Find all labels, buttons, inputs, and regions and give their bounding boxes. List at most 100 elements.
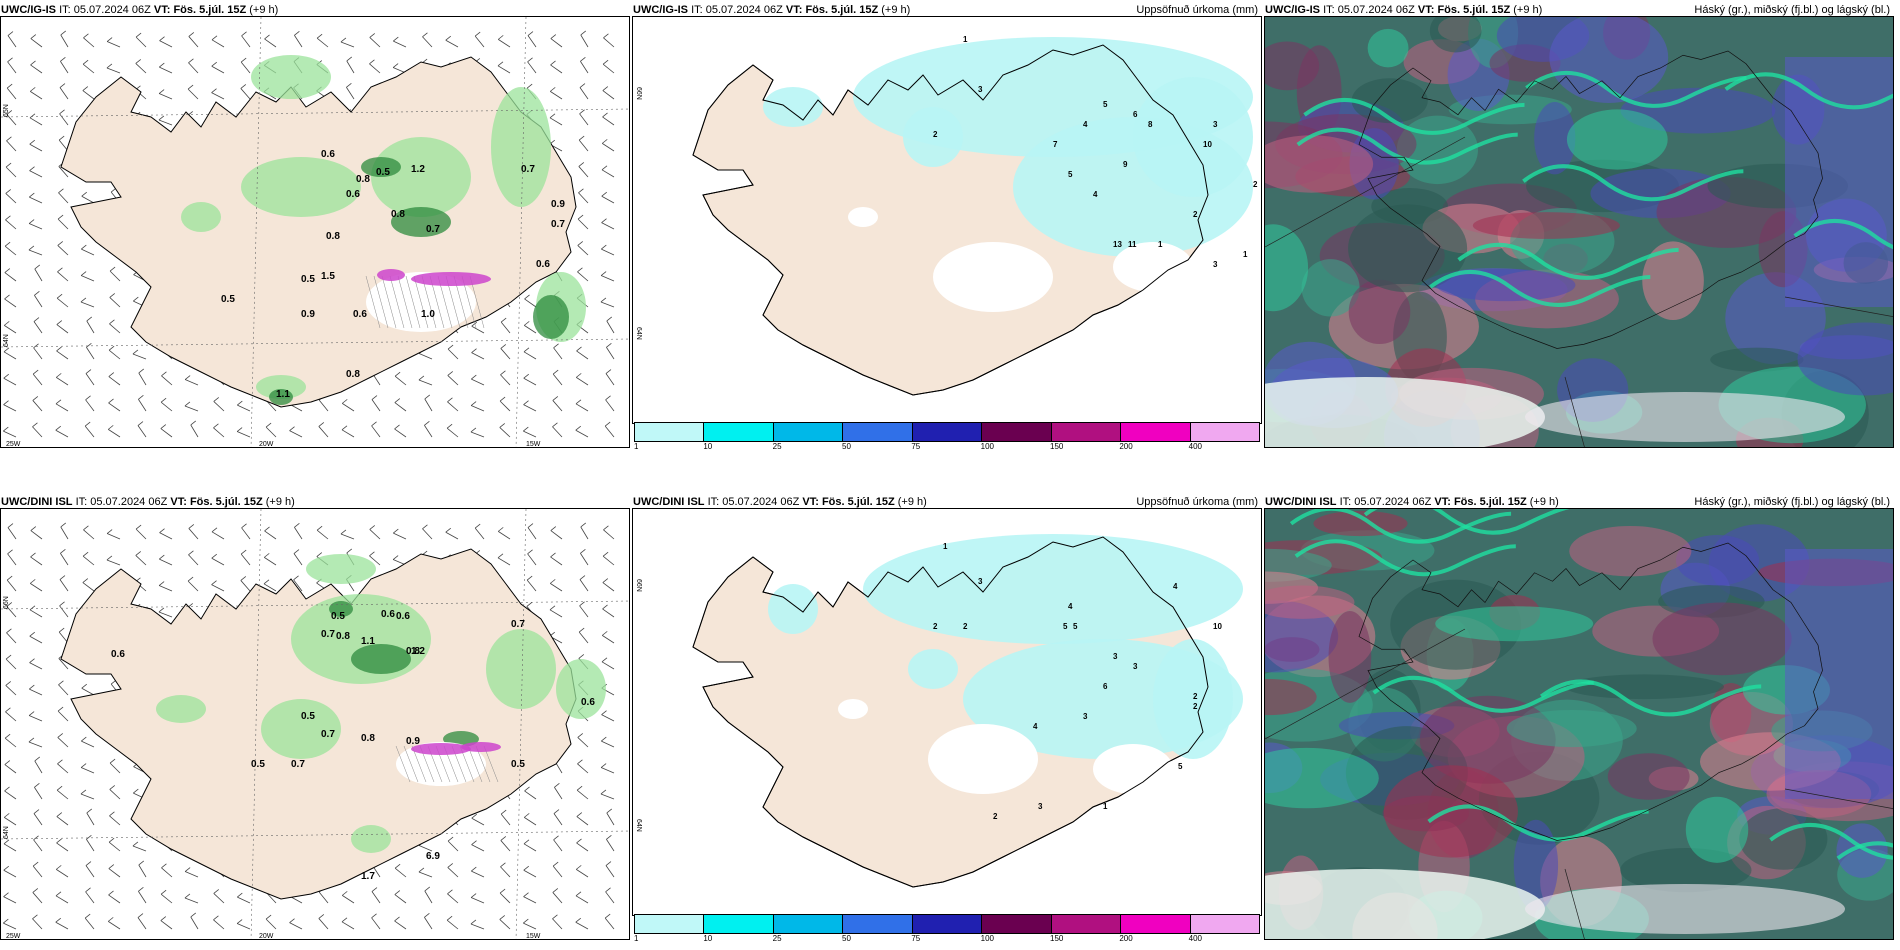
wind-barb-flag [109,266,116,272]
colorbar-swatch [1121,915,1191,933]
wind-barb [552,400,563,412]
precip-area [1153,639,1233,759]
wind-barb [579,605,589,618]
wind-barb [85,891,95,904]
map-frame[interactable]: 66N 64N 1 3 2 4 5 3 6 2 4 5 10 3 2 4 3 2 1 2 3 5 [632,508,1262,916]
precip-value-label: 0.7 [291,759,305,770]
wind-barb [211,39,225,48]
wind-barb [4,790,17,800]
wind-barb [32,918,43,930]
wind-barb-flag [523,918,529,924]
wind-barb [33,321,43,334]
high-cloud-contour [1429,269,1651,307]
map-frame[interactable] [1264,508,1894,940]
wind-barb [289,430,303,438]
map-frame[interactable]: 65N 64N 25W 20W 15W 0.6 0.8 0.5 1.2 0.7 0.6 0.9 0.8 0… [0,16,630,448]
wind-barb [57,245,69,256]
wind-barb [55,429,69,438]
wind-barb [394,428,407,438]
wind-barb-flag [340,529,347,535]
wind-barb [109,762,121,774]
wind-barb [527,553,537,566]
wind-barb-flag [58,627,65,633]
latitude-label: 64N [635,819,642,832]
wind-barb-flag [58,188,64,194]
wind-barb [527,527,537,540]
wind-barb [30,91,43,100]
wind-barb-flag [132,349,139,355]
wind-barb-flag [158,89,165,94]
wind-barb-flag [471,840,477,845]
map-frame[interactable]: 66N 64N 1 3 2 4 5 6 3 7 8 4 9 5 10 11 2 13 1 2 3 1 [632,16,1262,424]
map-frame[interactable] [1264,16,1894,448]
precip-value-label: 2 [1193,692,1198,701]
map-frame[interactable]: 66N 64N 25W 20W 15W 0.6 0.5 0.7 0.6 0.8 1.1 1.2 0.6 0… [0,508,630,940]
wind-barb-flag [80,789,87,795]
wind-barb-flag [83,525,89,531]
wind-barb [552,892,563,904]
wind-barb [7,527,17,540]
wind-barb [553,813,563,826]
wind-barb-flag [109,811,115,817]
precip-value-label: 4 [1033,722,1038,731]
wind-barb-flag [371,913,377,919]
wind-barb-flag [424,912,430,918]
wind-barb [135,528,147,540]
wind-barb-flag [577,733,584,738]
longitude-label: 15W [526,441,541,448]
panel-wind-precip-igis: UWC/IG-IS IT: 05.07.2024 06Z VT: Fös. 5.… [0,0,630,448]
wind-barb [3,430,17,438]
precip-value-label: 0.9 [301,309,315,320]
wind-barb-flag [523,865,530,871]
wind-barb-flag [32,914,38,920]
precip-value-label: 5 [1068,170,1073,179]
precip-value-label: 0.8 [356,174,370,185]
wind-barb-flag [240,549,247,555]
wind-barb [575,895,589,904]
low-cloud-area [1785,549,1893,799]
wind-barb [553,839,563,852]
cloud-layer-blob [1265,600,1339,673]
wind-barb [394,920,407,930]
projection-line [1564,868,1585,939]
wind-barb [422,528,433,540]
init-time: 05.07.2024 06Z [1354,496,1432,508]
wind-barb [4,245,17,256]
wind-barb-flag [394,890,401,895]
wind-barb-flag [56,346,62,352]
wind-barb-flag [575,425,582,431]
wind-barb-flag [132,841,139,847]
wind-barb-flag [213,397,220,402]
wind-barb-flag [56,373,62,378]
wind-barb [445,531,459,540]
wind-barb [601,661,615,670]
glacier-hatch [475,745,491,783]
wind-barb [265,426,277,438]
wind-barb-flag [318,422,325,427]
colorbar-tick-label: 100 [980,442,995,451]
wind-barb [580,526,589,540]
wind-barb-flag [318,914,325,919]
wind-barb [187,580,199,592]
colorbar-swatch [635,915,705,933]
wind-barb-flag [5,654,12,660]
wind-barb [55,895,69,904]
coastline [1358,542,1823,841]
precip-value-label: 0.5 [376,167,390,178]
wind-barb-flag [346,82,352,88]
wind-barb-flag [550,579,556,584]
wind-barb [550,530,563,540]
wind-barb-flag [577,214,584,220]
wind-barb [34,787,43,800]
colorbar-tick-label: 10 [703,934,713,943]
wind-barb-flag [602,631,608,636]
wind-barb [447,893,459,904]
wind-barb-flag [30,579,36,584]
wind-barb [578,139,589,152]
latitude-label: 64N [635,327,642,340]
wind-barb [447,867,459,878]
wind-barb [241,35,251,48]
latitude-label: 65N [3,104,10,117]
wind-barb-flag [86,316,93,322]
